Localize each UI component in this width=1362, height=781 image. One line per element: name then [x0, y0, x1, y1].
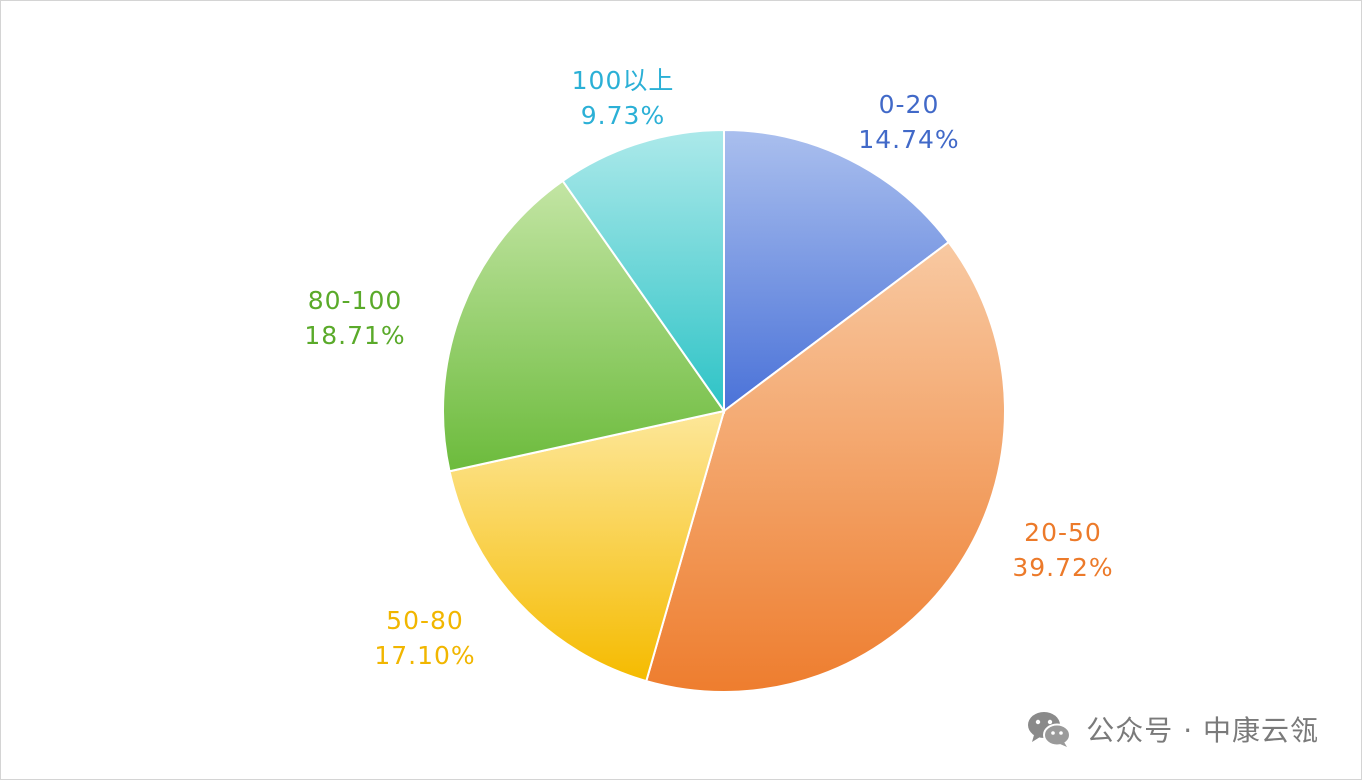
pie-labels: 0-20 14.74% 20-50 39.72% 50-80 17.10% 80-100 18…: [304, 66, 1113, 670]
slice-label-percent-2: 39.72%: [1012, 553, 1113, 582]
slice-label-percent-3: 17.10%: [374, 641, 475, 670]
pie-slices: [442, 128, 1006, 693]
slice-label-category-5: 100以上: [572, 66, 675, 95]
pie-slice-2: [645, 240, 1006, 693]
slice-label-percent-4: 18.71%: [304, 321, 405, 350]
slice-label-category-3: 50-80: [386, 606, 464, 635]
pie-slice-4: [442, 179, 726, 473]
slice-label-percent-5: 9.73%: [581, 101, 665, 130]
pie-slice-5: [561, 128, 725, 415]
pie-slice-3: [448, 409, 726, 683]
slice-label-category-1: 0-20: [879, 90, 940, 119]
wechat-icon: [1028, 712, 1072, 747]
slice-label-percent-1: 14.74%: [858, 125, 959, 154]
pie-slice-1: [723, 128, 951, 414]
slice-label-category-4: 80-100: [308, 286, 403, 315]
watermark-text: 公众号 · 中康云瓴: [1086, 714, 1319, 747]
slice-label-category-2: 20-50: [1024, 518, 1102, 547]
watermark: 公众号 · 中康云瓴: [1026, 709, 1319, 749]
